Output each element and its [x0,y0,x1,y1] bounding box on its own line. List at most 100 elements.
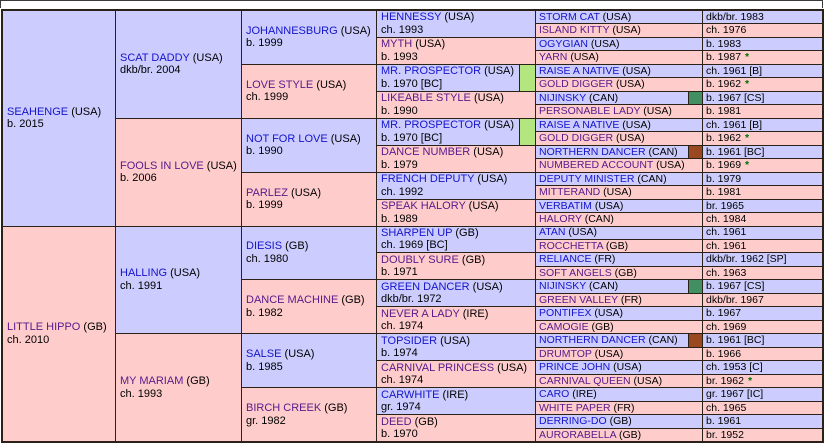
horse-name-line: FOOLS IN LOVE (USA) [120,160,241,173]
horse-link[interactable]: GREEN DANCER [381,280,470,293]
pedigree-table: SEAHENGE (USA) b. 2015 LITTLE HIPPO (GB) ch… [1,9,824,443]
horse-link[interactable]: DRUMTOP [539,347,592,360]
star-note-icon: * [745,132,750,145]
pedigree-year-cell-green-valley: dkb/br. 1967 [703,293,822,307]
horse-link[interactable]: MYTH [381,38,413,51]
pedigree-cell-ogygian: OGYGIAN (USA) [536,37,702,51]
horse-link[interactable]: SALSE [246,348,282,361]
horse-link[interactable]: NORTHERN DANCER [539,145,646,158]
country-label: (CAN) [645,145,678,158]
country-label: (USA) [469,280,503,293]
color-year-label: b. 1961 [BC] [706,145,765,158]
pedigree-cell-french-deputy: FRENCH DEPUTY (USA) ch. 1992 [377,172,535,199]
horse-link[interactable]: SHARPEN UP [381,226,453,239]
horse-link[interactable]: LITTLE HIPPO [7,321,81,334]
country-label: (USA) [203,159,237,172]
horse-link[interactable]: RAISE A NATIVE [539,118,620,131]
color-year-label: b. 1962 [706,78,742,91]
horse-link[interactable]: PRINCE JOHN [539,361,611,374]
horse-link[interactable]: MITTERAND [539,186,601,199]
horse-link[interactable]: HALLING [120,267,168,280]
horse-link[interactable]: TOPSIDER [381,334,438,347]
horse-link[interactable]: DERRING-DO [539,415,607,428]
horse-link[interactable]: YARN [539,51,568,64]
country-label: (USA) [565,226,597,239]
pedigree-cell-personable-lady: PERSONABLE LADY (USA) [536,105,702,118]
pedigree-cell-my-mariam: MY MARIAM (GB) ch. 1993 [116,334,241,441]
horse-link[interactable]: JOHANNESBURG [246,24,338,37]
color-year-label: b. 2006 [120,172,157,185]
horse-link[interactable]: NUMBERED ACCOUNT [539,159,654,172]
horse-name-line: CARNIVAL PRINCESS (USA) [381,362,535,375]
horse-link[interactable]: MR. PROSPECTOR [381,119,482,132]
horse-link[interactable]: CARNIVAL QUEEN [539,374,631,387]
horse-link[interactable]: CARO [539,388,570,401]
horse-link[interactable]: DIESIS [246,240,283,253]
horse-link[interactable]: FRENCH DEPUTY [381,173,475,186]
horse-link[interactable]: AURORABELLA [539,428,617,441]
horse-link[interactable]: NEVER A LADY [381,307,460,320]
pedigree-year-cell-soft-angels: ch. 1963 [703,266,822,280]
horse-link[interactable]: NORTHERN DANCER [539,334,646,347]
horse-link[interactable]: DANCE MACHINE [246,294,339,307]
color-year-label: b. 1990 [246,145,283,158]
horse-link[interactable]: LIKEABLE STYLE [381,92,471,105]
pedigree-cell-deputy-minister: DEPUTY MINISTER (CAN) [536,172,702,186]
horse-link[interactable]: GREEN VALLEY [539,293,618,306]
horse-link[interactable]: SCAT DADDY [120,51,190,64]
horse-link[interactable]: GOLD DIGGER [539,132,614,145]
horse-link[interactable]: DOUBLY SURE [381,253,459,266]
pedigree-cell-aurorabella: AURORABELLA (GB) [536,428,702,441]
color-year-label: b. 1981 [706,186,742,199]
horse-link[interactable]: WHITE PAPER [539,401,611,414]
horse-link[interactable]: MR. PROSPECTOR [381,65,482,78]
horse-link[interactable]: VERBATIM [539,199,592,212]
horse-link[interactable]: CARWHITE [381,388,440,401]
horse-link[interactable]: STORM CAT [539,11,600,23]
horse-link[interactable]: SPEAK HALORY [381,200,466,213]
horse-link[interactable]: FOOLS IN LOVE [120,159,204,172]
horse-link[interactable]: RAISE A NATIVE [539,64,620,77]
horse-link[interactable]: BIRCH CREEK [246,402,322,415]
pedigree-cell-white-paper: WHITE PAPER (FR) [536,401,702,415]
horse-name-line: SHARPEN UP (GB) [381,227,535,240]
horse-link[interactable]: RELIANCE [539,253,592,266]
horse-link[interactable]: OGYGIAN [539,37,589,50]
horse-link[interactable]: PERSONABLE LADY [539,105,641,118]
horse-link[interactable]: ATAN [539,226,566,239]
horse-link[interactable]: PONTIFEX [539,307,592,320]
color-year-label: b. 2015 [7,118,44,131]
pedigree-cell-not-for-love: NOT FOR LOVE (USA) b. 1990 [242,118,376,172]
horse-link[interactable]: ROCCHETTA [539,239,603,252]
horse-name-line: MR. PROSPECTOR (USA) [381,119,535,132]
pedigree-cell-nijinsky: NIJINSKY (CAN) [536,280,702,293]
horse-link[interactable]: CAMOGIE [539,320,589,333]
country-label: (USA) [327,132,361,145]
horse-link[interactable]: LOVE STYLE [246,78,314,91]
horse-link[interactable]: HENNESSY [381,11,442,24]
color-year-label: b. 1970 [BC] [381,131,443,144]
horse-link[interactable]: CARNIVAL PRINCESS [381,361,495,374]
horse-link[interactable]: DEED [381,415,412,428]
pedigree-year-cell-mitterand: b. 1981 [703,186,822,199]
horse-name-line: RAISE A NATIVE (USA) [539,65,651,77]
horse-link[interactable]: NOT FOR LOVE [246,132,328,145]
horse-link[interactable]: MY MARIAM [120,375,184,388]
horse-link[interactable]: GOLD DIGGER [539,78,614,91]
horse-link[interactable]: SOFT ANGELS [539,266,612,279]
horse-name-line: DANCE MACHINE (GB) [246,294,376,307]
horse-link[interactable]: HALORY [539,213,582,226]
horse-link[interactable]: NIJINSKY [539,280,587,293]
horse-link[interactable]: DEPUTY MINISTER [539,172,635,185]
color-year-label: b. 1987 [706,51,742,64]
country-label: (USA) [465,200,499,213]
horse-link[interactable]: NIJINSKY [539,91,587,104]
horse-link[interactable]: PARLEZ [246,186,288,199]
pedigree-cell-never-a-lady: NEVER A LADY (IRE) ch. 1974 [377,307,535,334]
color-year-label: ch. 1974 [381,374,424,387]
horse-link[interactable]: DANCE NUMBER [381,146,471,159]
horse-link[interactable]: SEAHENGE [7,105,69,118]
horse-link[interactable]: ISLAND KITTY [539,24,610,37]
pedigree-cell-numbered-account: NUMBERED ACCOUNT (USA) [536,159,702,172]
color-year-label: b. 1985 [246,360,283,373]
